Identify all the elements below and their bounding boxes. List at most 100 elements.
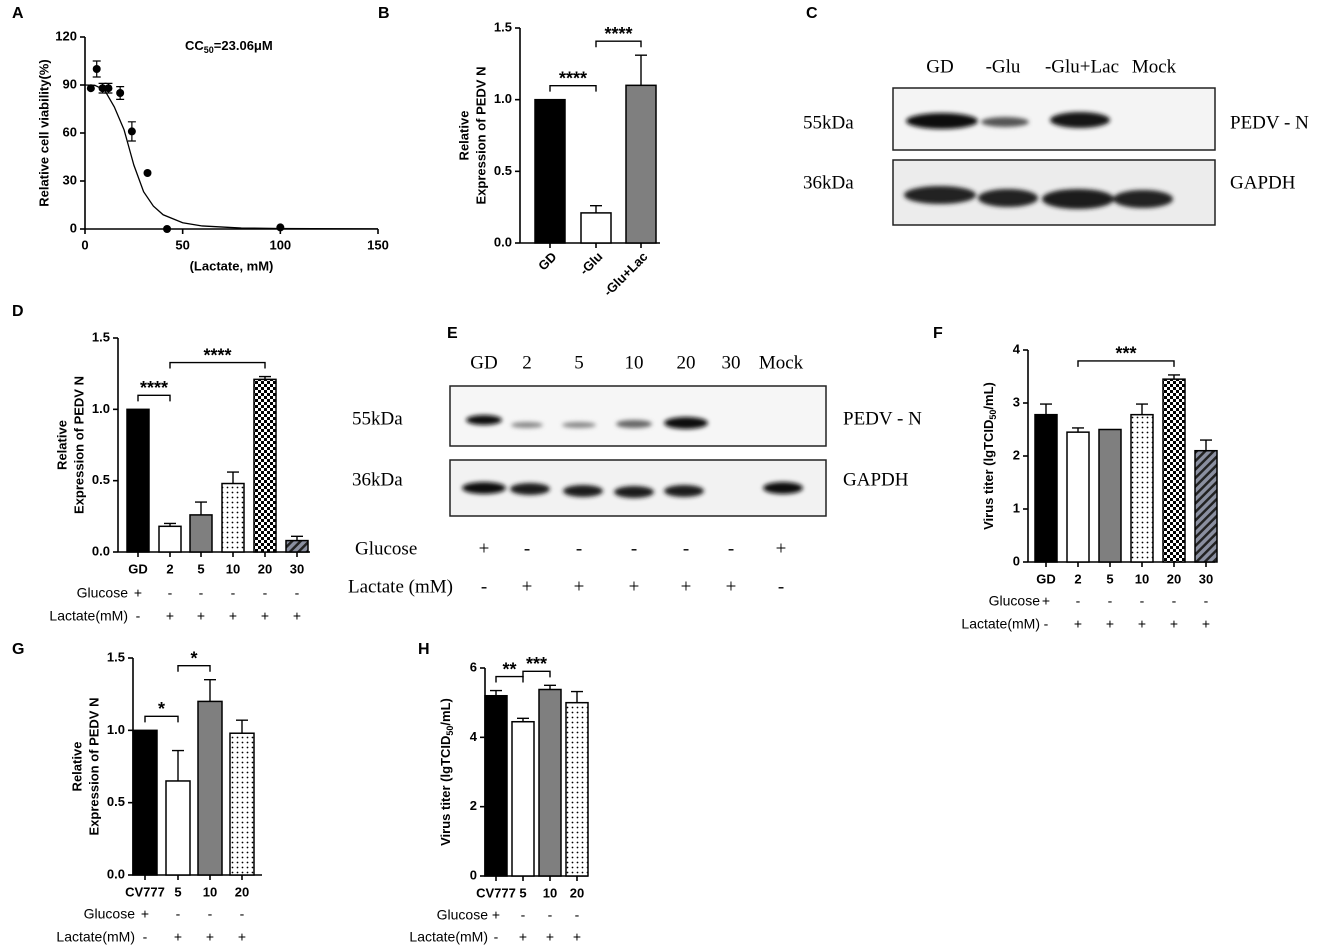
- lane-label: Mock: [759, 352, 804, 373]
- error-bar: [164, 522, 176, 527]
- y-axis-label: Expression of PEDV N: [86, 698, 101, 836]
- condition-symbol: -: [683, 538, 689, 559]
- x-tick-label: 30: [290, 561, 304, 576]
- x-tick-label: 2: [166, 561, 173, 576]
- bar: [189, 514, 213, 553]
- bar: [253, 378, 277, 553]
- condition-symbol: -: [240, 906, 245, 922]
- x-tick-label: -Glu+Lac: [600, 249, 650, 299]
- panel-label: H: [418, 641, 430, 658]
- y-axis-label-part: /mL): [981, 382, 996, 409]
- bar: [221, 482, 245, 553]
- bar: [538, 688, 562, 877]
- bar: [484, 694, 508, 877]
- bar: [158, 525, 182, 553]
- bar: [565, 701, 589, 877]
- condition-symbol: -: [1076, 593, 1081, 609]
- significance-label: ***: [1115, 344, 1136, 364]
- x-tick-label: 30: [1199, 571, 1213, 586]
- condition-symbol: -: [263, 585, 268, 601]
- condition-symbol: -: [494, 929, 499, 945]
- annotation-part: =23.06μM: [214, 38, 273, 53]
- error-bar: [204, 679, 216, 702]
- condition-symbol: +: [261, 608, 269, 624]
- y-tick-label: 2: [1013, 447, 1020, 462]
- condition-symbol: -: [521, 907, 526, 923]
- condition-symbol: +: [574, 576, 585, 597]
- y-tick-label: 0.0: [494, 234, 512, 249]
- y-tick-label: 90: [63, 76, 77, 91]
- y-axis-label: Expression of PEDV N: [71, 376, 86, 514]
- x-tick-label: CV777: [476, 885, 516, 900]
- condition-symbol: -: [208, 906, 213, 922]
- point: [104, 84, 113, 93]
- lane-label: 10: [625, 352, 644, 373]
- y-axis-label: Relative: [456, 111, 471, 161]
- condition-name: Glucose: [437, 907, 489, 923]
- bar: [625, 84, 657, 244]
- condition-symbol: -: [548, 907, 553, 923]
- x-tick-label: 150: [367, 237, 389, 252]
- band: [614, 486, 654, 498]
- significance-bracket: [495, 675, 524, 683]
- x-axis-label: (Lactate, mM): [190, 258, 274, 273]
- x-tick-label: 20: [570, 885, 584, 900]
- lane-label: 5: [574, 352, 584, 373]
- bar: [165, 780, 191, 876]
- x-tick-label: 5: [174, 884, 181, 899]
- condition-name: Lactate(mM): [409, 929, 488, 945]
- annotation-part: CC: [185, 38, 204, 53]
- significance-bracket: [137, 394, 171, 402]
- condition-name: Lactate (mM): [348, 576, 453, 597]
- condition-name: Glucose: [77, 585, 129, 601]
- condition-symbol: +: [726, 576, 737, 597]
- significance-bracket: [144, 715, 179, 723]
- condition-symbol: +: [206, 929, 214, 945]
- x-tick-label: 5: [1106, 571, 1113, 586]
- bar: [1098, 428, 1122, 563]
- blot-c: C GD -Glu -Glu+Lac Mock 55kDa 36kDa PEDV…: [803, 5, 1309, 226]
- significance-bracket: [1077, 360, 1175, 367]
- condition-name: Glucose: [355, 538, 417, 559]
- x-tick-label: 10: [543, 885, 557, 900]
- band: [664, 485, 704, 497]
- y-tick-label: 6: [470, 659, 477, 674]
- condition-name: Glucose: [989, 593, 1041, 609]
- bands: [904, 112, 1173, 209]
- condition-symbol: -: [1044, 616, 1049, 632]
- x-tick-label: 100: [269, 237, 291, 252]
- lane-label: Mock: [1132, 56, 1177, 77]
- band: [1042, 189, 1114, 209]
- condition-symbol: +: [546, 929, 554, 945]
- condition-symbol: +: [1106, 616, 1114, 632]
- y-axis-label: Virus titer (lgTCID50/mL): [981, 382, 998, 530]
- y-axis-label-part: Virus titer (lgTCID: [981, 420, 996, 530]
- y-tick-label: 1: [1013, 500, 1020, 515]
- band: [664, 417, 708, 429]
- condition-symbol: +: [238, 929, 246, 945]
- y-tick-label: 1.0: [494, 91, 512, 106]
- lane-label: 30: [722, 352, 741, 373]
- lane-label: 2: [522, 352, 532, 373]
- condition-symbol: -: [143, 929, 148, 945]
- error-bar: [259, 375, 271, 380]
- y-axis-label: Relative cell viability(%): [36, 59, 51, 206]
- bar: [229, 732, 255, 876]
- x-tick-label: 20: [235, 884, 249, 899]
- error-bar: [236, 719, 248, 734]
- condition-symbol: +: [573, 929, 581, 945]
- annotation: CC50=23.06μM: [185, 38, 273, 55]
- error-bar: [571, 690, 583, 703]
- y-tick-label: 0.0: [107, 866, 125, 881]
- condition-symbol: +: [141, 906, 149, 922]
- significance-label: *: [158, 699, 165, 719]
- condition-symbol: -: [576, 538, 582, 559]
- protein-label: PEDV - N: [1230, 112, 1309, 133]
- band: [466, 415, 502, 425]
- condition-symbol: -: [168, 585, 173, 601]
- band: [510, 483, 550, 495]
- x-tick-label: 10: [1135, 571, 1149, 586]
- significance-bracket: [169, 361, 266, 369]
- bar: [580, 212, 612, 244]
- condition-symbol: +: [1170, 616, 1178, 632]
